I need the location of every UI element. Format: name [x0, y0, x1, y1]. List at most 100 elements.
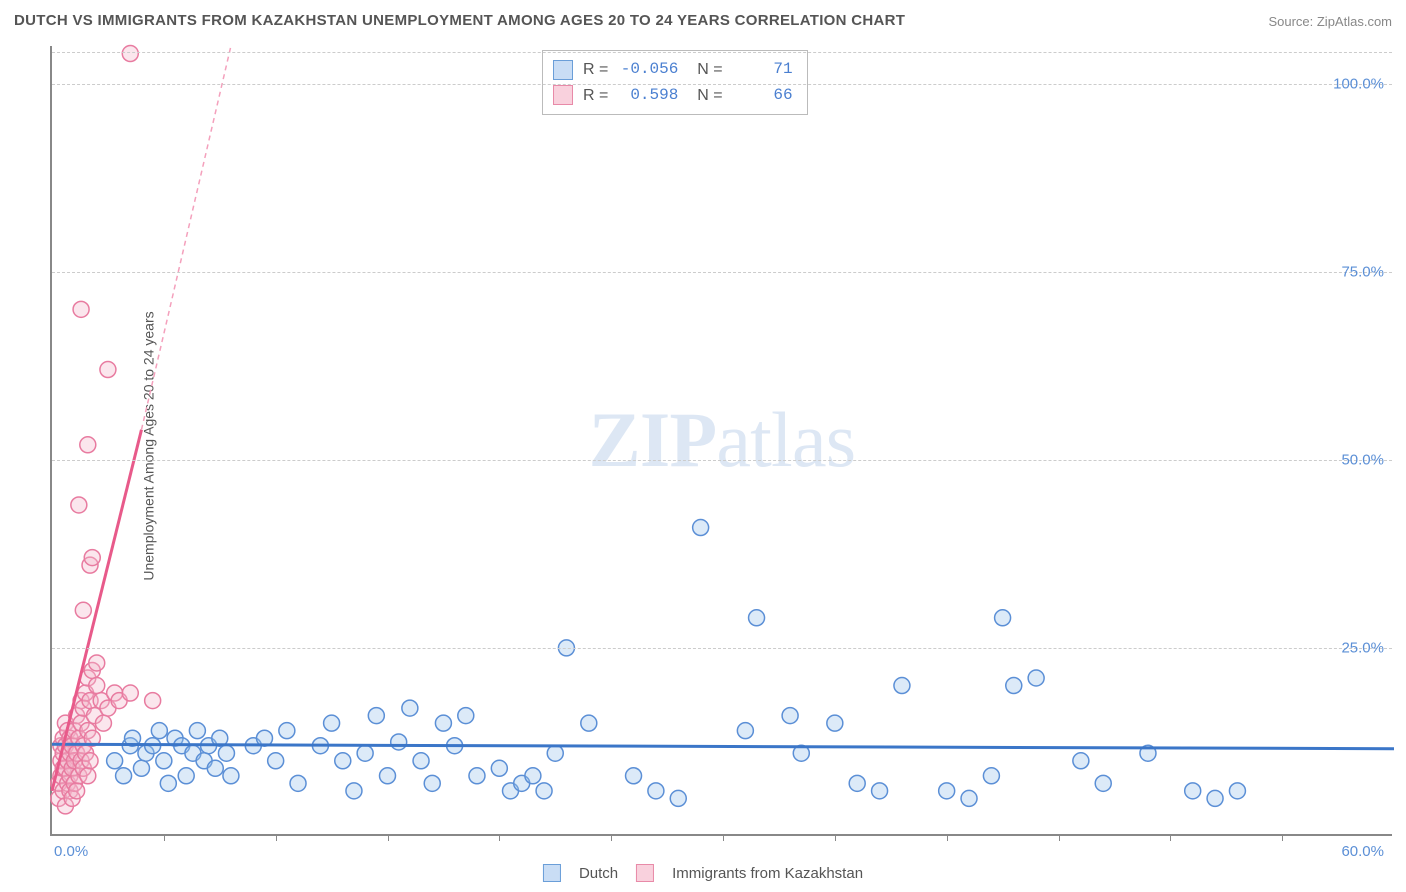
x-tick [164, 834, 165, 841]
data-point [626, 768, 642, 784]
data-point [75, 602, 91, 618]
data-point [961, 790, 977, 806]
data-point [133, 760, 149, 776]
data-point [145, 693, 161, 709]
data-point [218, 745, 234, 761]
data-point [983, 768, 999, 784]
plot-area: ZIPatlas R = -0.056 N = 71 R = 0.598 N =… [50, 46, 1392, 836]
data-point [80, 437, 96, 453]
data-point [547, 745, 563, 761]
data-point [1028, 670, 1044, 686]
data-point [1095, 775, 1111, 791]
data-point [525, 768, 541, 784]
data-point [749, 610, 765, 626]
data-point [849, 775, 865, 791]
data-point [122, 46, 138, 62]
data-point [71, 497, 87, 513]
data-point [107, 753, 123, 769]
x-tick [723, 834, 724, 841]
data-point [670, 790, 686, 806]
data-point [122, 685, 138, 701]
data-point [89, 655, 105, 671]
data-point [782, 708, 798, 724]
x-tick [611, 834, 612, 841]
gridline [52, 84, 1392, 85]
data-point [872, 783, 888, 799]
x-tick [1170, 834, 1171, 841]
gridline [52, 460, 1392, 461]
data-point [491, 760, 507, 776]
data-point [391, 734, 407, 750]
data-point [469, 768, 485, 784]
legend-swatch-pink-icon [636, 864, 654, 882]
data-point [156, 753, 172, 769]
data-point [80, 768, 96, 784]
data-point [151, 723, 167, 739]
data-point [178, 768, 194, 784]
data-point [581, 715, 597, 731]
x-axis-min-label: 0.0% [54, 843, 88, 860]
data-point [279, 723, 295, 739]
y-tick-label: 25.0% [1341, 639, 1384, 656]
data-point [402, 700, 418, 716]
data-point [380, 768, 396, 784]
data-point [73, 301, 89, 317]
gridline [52, 648, 1392, 649]
data-point [89, 678, 105, 694]
data-point [413, 753, 429, 769]
data-point [189, 723, 205, 739]
data-point [368, 708, 384, 724]
gridline [52, 52, 1392, 53]
data-point [100, 362, 116, 378]
data-point [1207, 790, 1223, 806]
data-point [1229, 783, 1245, 799]
data-point [95, 715, 111, 731]
data-point [207, 760, 223, 776]
data-point [116, 768, 132, 784]
data-point [335, 753, 351, 769]
y-tick-label: 50.0% [1341, 451, 1384, 468]
x-tick [947, 834, 948, 841]
data-point [693, 520, 709, 536]
legend-label-dutch: Dutch [579, 865, 618, 882]
data-point [160, 775, 176, 791]
trendline-kazakhstan-extrapolated [141, 46, 230, 430]
data-point [84, 550, 100, 566]
data-point [894, 678, 910, 694]
data-point [939, 783, 955, 799]
data-point [357, 745, 373, 761]
data-point [82, 753, 98, 769]
data-point [737, 723, 753, 739]
data-point [346, 783, 362, 799]
x-tick [1282, 834, 1283, 841]
data-point [536, 783, 552, 799]
data-point [1006, 678, 1022, 694]
x-tick [499, 834, 500, 841]
chart-title: DUTCH VS IMMIGRANTS FROM KAZAKHSTAN UNEM… [14, 12, 905, 29]
data-point [290, 775, 306, 791]
source-attribution: Source: ZipAtlas.com [1268, 14, 1392, 29]
x-tick [276, 834, 277, 841]
data-point [69, 783, 85, 799]
y-tick-label: 100.0% [1333, 75, 1384, 92]
y-tick-label: 75.0% [1341, 263, 1384, 280]
x-tick [388, 834, 389, 841]
plot-svg [52, 46, 1392, 834]
x-tick [1059, 834, 1060, 841]
bottom-legend: Dutch Immigrants from Kazakhstan [543, 864, 863, 882]
data-point [995, 610, 1011, 626]
legend-label-kazakhstan: Immigrants from Kazakhstan [672, 865, 863, 882]
gridline [52, 272, 1392, 273]
data-point [458, 708, 474, 724]
data-point [827, 715, 843, 731]
data-point [324, 715, 340, 731]
data-point [1185, 783, 1201, 799]
data-point [223, 768, 239, 784]
data-point [1073, 753, 1089, 769]
data-point [268, 753, 284, 769]
x-tick [835, 834, 836, 841]
data-point [648, 783, 664, 799]
data-point [435, 715, 451, 731]
x-axis-max-label: 60.0% [1341, 843, 1384, 860]
data-point [424, 775, 440, 791]
